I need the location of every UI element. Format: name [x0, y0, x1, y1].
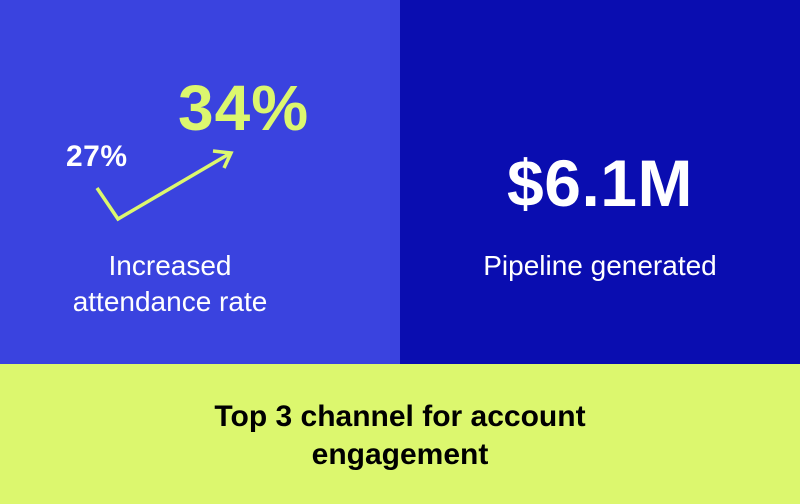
attendance-after-value: 34% [178, 72, 310, 144]
engagement-caption-line2: engagement [311, 438, 489, 471]
attendance-caption: Increased attendance rate [0, 248, 340, 320]
attendance-caption-line1: Increased [108, 250, 232, 281]
pipeline-caption: Pipeline generated [483, 250, 717, 281]
engagement-panel [0, 364, 800, 504]
pipeline-panel [400, 0, 800, 364]
attendance-panel: 27% 34% Increased attendance rate [0, 0, 400, 364]
attendance-caption-line2: attendance rate [72, 286, 268, 317]
engagement-caption-line1: Top 3 channel for account [214, 400, 586, 433]
pipeline-value: $6.1M [507, 146, 693, 220]
engagement-caption: Top 3 channel for account engagement [0, 398, 800, 474]
attendance-before-value: 27% [66, 140, 128, 173]
